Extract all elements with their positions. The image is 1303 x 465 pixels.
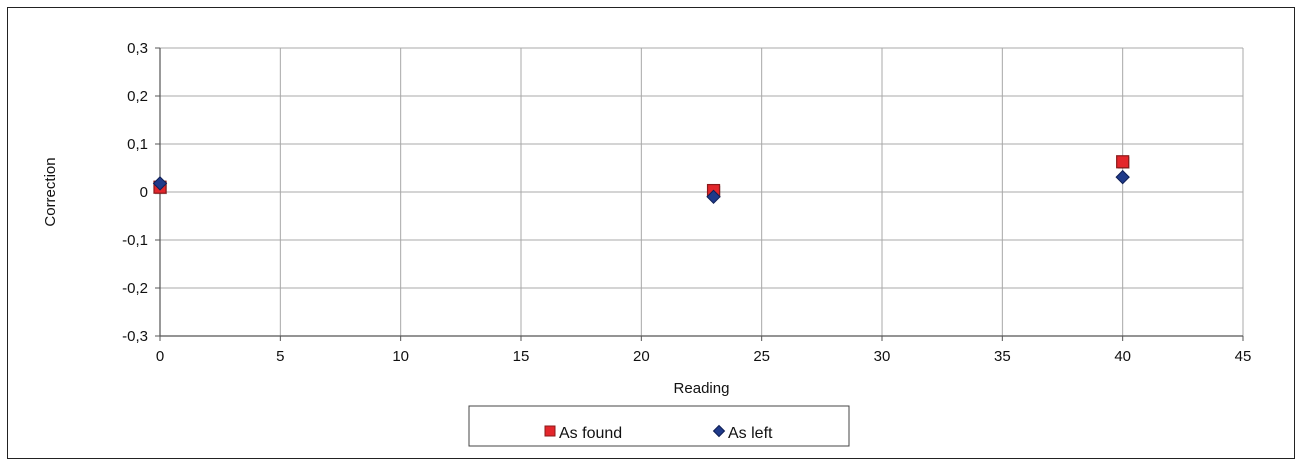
y-tick-label: 0,1 — [127, 136, 148, 153]
x-tick-label: 10 — [392, 348, 409, 365]
x-tick-label: 40 — [1114, 348, 1131, 365]
grid-layer — [160, 47, 1244, 336]
legend-label-as-found: As found — [559, 425, 622, 442]
x-tick-label: 20 — [633, 348, 650, 365]
legend-label-as-left: As left — [728, 425, 773, 442]
x-tick-label: 30 — [874, 348, 891, 365]
as-found-point — [1116, 155, 1130, 169]
legend-marker-as-left — [712, 424, 726, 438]
y-tick-label: 0 — [140, 184, 148, 201]
x-tick-label: 0 — [156, 348, 164, 365]
y-tick-label: 0,3 — [127, 40, 148, 57]
point-layer — [152, 155, 1130, 205]
x-tick-label: 15 — [513, 348, 530, 365]
axis-layer — [155, 47, 1244, 341]
x-axis-title: Reading — [674, 380, 730, 397]
y-tick-label: -0,3 — [122, 328, 148, 345]
x-tick-label: 5 — [276, 348, 284, 365]
x-tick-label: 45 — [1235, 348, 1252, 365]
tick-label-layer: 0 5 10 15 20 25 30 35 40 45 0,3 0,2 0,1 0 -0,1 -0,2 -0,3 — [122, 40, 1251, 365]
as-left-point — [152, 176, 168, 191]
chart-frame — [7, 7, 1295, 459]
legend-box — [468, 405, 850, 447]
y-tick-label: 0,2 — [127, 88, 148, 105]
legend: As found As left — [468, 405, 850, 447]
x-tick-label: 25 — [753, 348, 770, 365]
as-left-point — [1115, 169, 1130, 185]
x-tick-label: 35 — [994, 348, 1011, 365]
y-axis-title: Correction — [42, 157, 59, 226]
legend-marker-as-found — [544, 425, 556, 437]
as-left-point — [706, 189, 721, 205]
y-tick-label: -0,1 — [122, 232, 148, 249]
y-tick-label: -0,2 — [122, 280, 148, 297]
